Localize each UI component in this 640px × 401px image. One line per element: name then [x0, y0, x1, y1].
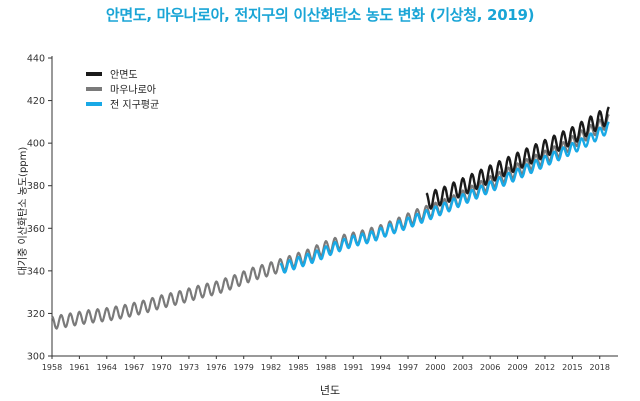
axes — [48, 56, 618, 359]
legend-label: 전 지구평균 — [110, 99, 159, 111]
y-tick-labels: 300 320 340 360 380 400 420 440 — [27, 54, 45, 363]
x-tick-label: 2000 — [425, 363, 445, 372]
y-tick-label: 440 — [27, 54, 45, 65]
x-tick-label: 1997 — [398, 363, 418, 372]
y-tick-label: 320 — [27, 309, 45, 320]
x-tick-label: 1961 — [69, 363, 89, 372]
x-tick-label: 1973 — [179, 363, 199, 372]
x-tick-labels: 1958 1961 1964 1967 1970 1973 1976 1979 1982 1985… — [42, 363, 610, 372]
x-axis-label: 년도 — [320, 384, 340, 397]
y-tick-label: 400 — [27, 139, 45, 150]
x-tick-label: 1964 — [97, 363, 117, 372]
y-tick-label: 420 — [27, 96, 45, 107]
series-line — [279, 121, 610, 274]
x-tick-label: 2003 — [453, 363, 473, 372]
x-tick-label: 1976 — [206, 363, 226, 372]
x-tick-label: 1994 — [370, 363, 390, 372]
y-tick-label: 360 — [27, 224, 45, 235]
x-tick-label: 2006 — [480, 363, 500, 372]
y-tick-label: 300 — [27, 352, 45, 363]
y-tick-label: 380 — [27, 181, 45, 192]
legend-label: 안면도 — [110, 69, 138, 81]
series-line — [425, 106, 610, 210]
x-tick-label: 1979 — [234, 363, 254, 372]
x-tick-label: 2012 — [535, 363, 555, 372]
x-tick-label: 1958 — [42, 363, 62, 372]
series-line — [51, 113, 610, 330]
y-tick-label: 340 — [27, 266, 45, 277]
chart-title: 안면도, 마우나로아, 전지구의 이산화탄소 농도 변화 (기상청, 2019) — [105, 6, 535, 24]
x-tick-label: 1985 — [288, 363, 308, 372]
y-axis-label: 대기중 이산화탄소 농도(ppm) — [17, 147, 29, 276]
x-tick-label: 2015 — [562, 363, 582, 372]
series-lines — [51, 106, 610, 330]
legend-label: 마우나로아 — [110, 84, 156, 96]
x-tick-label: 1991 — [343, 363, 363, 372]
x-tick-label: 1970 — [151, 363, 171, 372]
x-tick-label: 2018 — [590, 363, 610, 372]
x-tick-label: 2009 — [507, 363, 527, 372]
x-tick-label: 1982 — [261, 363, 281, 372]
x-tick-label: 1967 — [124, 363, 144, 372]
x-tick-label: 1988 — [316, 363, 336, 372]
